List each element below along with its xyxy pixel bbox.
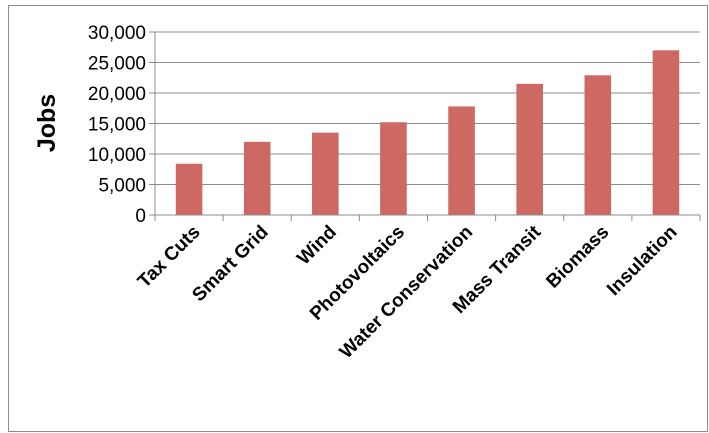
y-tick-label: 10,000 xyxy=(88,145,146,166)
y-tick-labels: 0 5,000 10,000 15,000 20,000 25,000 30,000 xyxy=(88,23,146,227)
y-tick-label: 25,000 xyxy=(88,54,146,75)
bar-smart-grid xyxy=(243,141,271,215)
bar-insulation xyxy=(652,50,680,215)
bars xyxy=(175,50,680,215)
axes xyxy=(149,31,701,221)
y-tick-label: 30,000 xyxy=(88,23,146,44)
bar-water-conservation xyxy=(448,106,475,215)
y-axis-label: Jobs xyxy=(33,94,61,152)
bar-tax-cuts xyxy=(175,163,203,215)
y-tick-label: 15,000 xyxy=(88,115,146,136)
bar-wind xyxy=(312,132,339,215)
y-tick-label: 20,000 xyxy=(88,84,146,105)
x-tick-label: Water Conservation xyxy=(336,222,477,363)
x-tick-label: Tax Cuts xyxy=(134,222,205,293)
gridlines xyxy=(155,31,700,185)
x-tick-label: Wind xyxy=(293,222,341,270)
y-tick-label: 0 xyxy=(135,206,146,227)
y-tick-label: 5,000 xyxy=(98,176,146,197)
bar-biomass xyxy=(584,75,612,215)
x-tick-label: Insulation xyxy=(603,222,681,300)
bar-photovoltaics xyxy=(380,122,407,215)
x-tick-label: Biomass xyxy=(542,222,613,293)
bar-mass-transit xyxy=(516,83,543,215)
